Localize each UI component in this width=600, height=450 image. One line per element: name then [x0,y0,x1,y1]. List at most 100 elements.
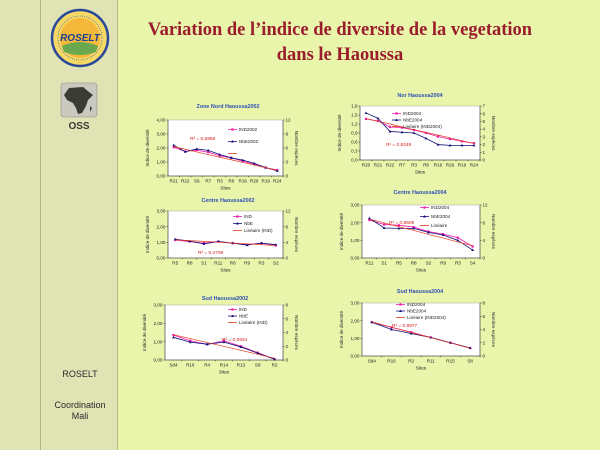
roselt-logo-landscape [62,42,98,55]
legend-item-nbe: NbE2004 [392,118,423,123]
legend-item-ind: IND [228,307,248,312]
y-tick-label: 1,5 [351,113,358,118]
x-tick-label: Sd4 [169,363,178,368]
legend-label: NbE2004 [403,118,423,123]
data-point-ind [471,245,474,248]
y-axis-title: Indice de diversité [339,213,344,250]
x-tick-label: Sd4 [368,359,377,364]
oss-logo: OSS [60,82,98,132]
x-tick-label: R8 [228,179,234,184]
legend-label: Linéaire (IND) [244,228,273,233]
data-point-nbe [390,328,393,331]
chart-4: Centre Haoussa2004 0,00 1,00 2,00 3,00 0 4 8 12 R… [339,190,496,273]
x-tick-label: R13 [237,363,246,368]
roselt-logo: ROSELT [50,8,110,68]
y-tick-label: 3,00 [154,303,163,308]
y2-tick-label: 6 [286,146,289,151]
legend-label: IND2004 [407,302,426,307]
x-tick-label: S1 [201,261,207,266]
data-point-nbe [241,158,245,162]
data-point-nbe [441,233,445,237]
y-axis-title: Indice de diversité [142,314,147,351]
legend-marker [395,118,398,121]
y2-axis-title: Nombre espèces [294,217,299,252]
r-squared-annotation: R² = 0,8609 [389,220,415,226]
data-point-nbe [218,153,222,156]
legend-marker [399,303,402,306]
series-line-trend [173,334,275,359]
x-tick-label: R19 [262,179,271,184]
x-tick-label: R22 [181,179,190,184]
data-point-ind [460,140,464,143]
data-point-nbe [460,143,464,147]
x-tick-label: R26 [250,179,259,184]
roselt-logo-inner-ring [57,15,103,61]
data-point-nbe [229,156,233,159]
data-point-nbe [388,129,392,133]
x-tick-label: S2 [426,261,432,266]
y2-tick-label: 0 [286,256,289,261]
data-point-nbe [400,130,404,134]
series-trend [365,118,475,144]
data-point-ind [172,146,175,149]
data-point-ind [424,131,428,135]
sidebar-divider [40,0,41,450]
x-tick-label: R15 [446,359,455,364]
y-tick-label: 0,00 [351,256,360,261]
legend-marker [231,140,234,143]
series-line-ind [369,219,473,247]
r-squared-annotation: R² = 0,6934 [222,337,248,343]
y2-tick-label: 0 [286,358,289,363]
x-tick-label: R20 [362,163,371,168]
africa-map-icon [64,87,93,114]
country-label: Mali [71,411,89,421]
y-tick-label: 0,00 [157,174,166,179]
data-point-nbe [205,342,209,346]
x-tick-label: R8 [411,261,417,266]
x-tick-label: R8 [423,163,429,168]
y2-tick-label: 12 [286,118,292,123]
legend-label: IND2004 [403,111,422,116]
series-nbe [364,111,476,147]
legend-item-nbe: NbE2004 [420,214,451,219]
chart-title: Sud Haoussa2002 [202,296,248,302]
series-line-trend [369,218,473,246]
y2-tick-label: 8 [483,220,486,225]
x-tick-label: S8 [255,363,261,368]
legend-item-nbe: NbE [228,314,248,319]
series-trend [371,321,471,349]
y2-tick-label: 8 [483,301,486,306]
data-point-nbe [436,143,440,146]
data-point-nbe [367,216,371,220]
legend-item-ind: IND2004 [396,302,426,307]
y-tick-label: 3,00 [157,209,166,214]
legend-label: NbE [239,314,248,319]
legend-item-ind: IND2004 [392,111,422,116]
data-point-nbe [426,230,430,234]
y2-tick-label: 6 [483,314,486,319]
x-tick-label: R3 [259,261,265,266]
y-tick-label: 1,00 [154,339,163,344]
y2-tick-label: 4 [483,238,486,243]
plot-area [361,204,481,259]
y-tick-label: 1,00 [351,336,360,341]
legend-marker [231,308,234,311]
y2-tick-label: 0 [286,174,289,179]
data-point-nbe [456,238,460,242]
x-axis-title: Sites [219,370,230,375]
data-point-ind [397,224,400,227]
chart-title: Centre Haoussa2002 [201,198,254,204]
y-tick-label: 2,00 [351,220,360,225]
legend-item-trend: Linéaire (IND2004) [392,124,442,129]
data-point-nbe [275,169,279,172]
sidebar: ROSELT OSS ROSELT Coordination Mali [0,0,118,450]
legend-item-ind: IND [233,214,253,219]
series-line-nbe [369,217,473,251]
x-tick-label: S2 [273,261,279,266]
y-tick-label: 3,00 [351,203,360,208]
chart-5: Sud Haoussa2002 0,00 1,00 2,00 3,00 0 2 4 6 8 Sd4 R… [142,296,299,375]
legend-label: IND2002 [239,127,258,132]
chart-title: Nor Haoussa2004 [397,93,442,99]
data-point-nbe [188,340,192,344]
